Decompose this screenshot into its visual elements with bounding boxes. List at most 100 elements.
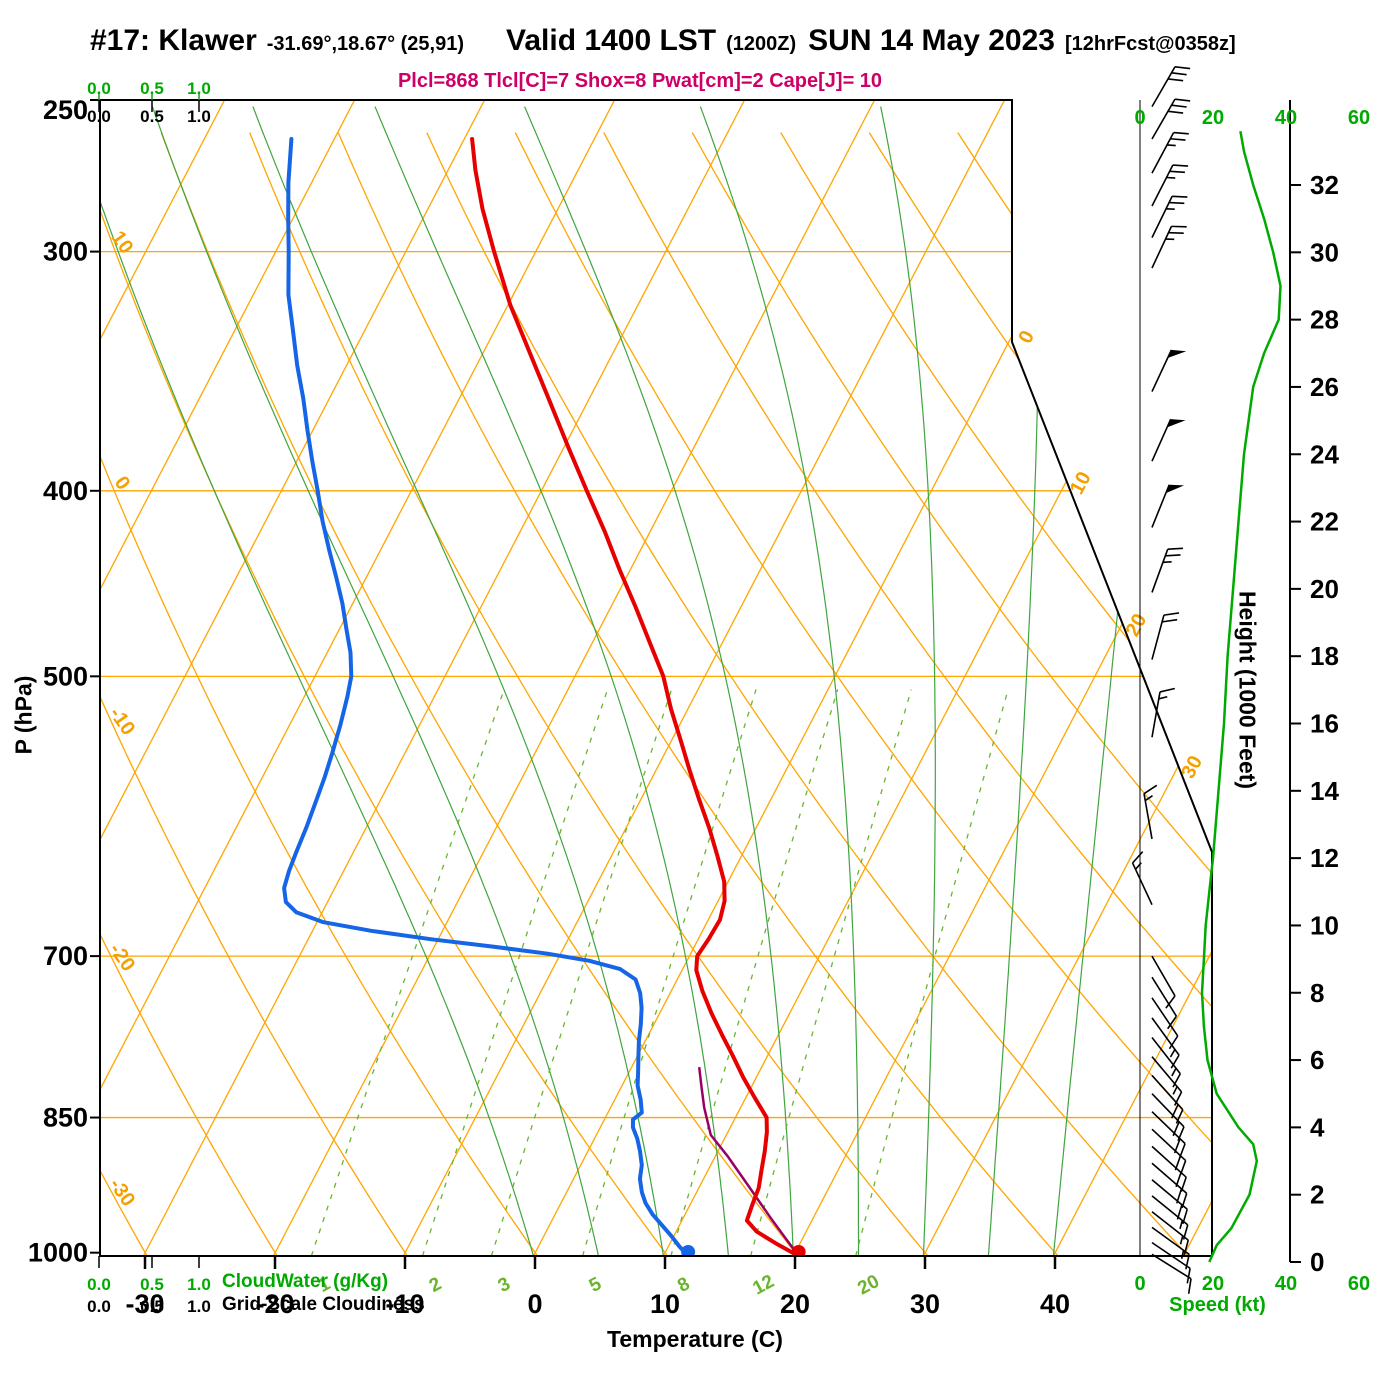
valid-zulu: (1200Z): [726, 33, 797, 55]
cloud-scales: 0.0 0.0 0.0 0.0 0.5 0.5 0.5 0.5 1.0 1.0 1.0 1.0: [87, 79, 211, 1316]
height-tick-label: 2: [1310, 1180, 1324, 1210]
isotherm-line: [402, 100, 1006, 1256]
temperature-axis-title: Temperature (C): [607, 1326, 783, 1352]
wind-barb: [1131, 851, 1153, 906]
wind-barb: [1151, 98, 1191, 140]
dry-adiabat-line: [691, 132, 1212, 1256]
wind-barb: [1151, 164, 1189, 207]
station-title: #17: Klawer: [90, 24, 257, 57]
temperature-tick-label: 30: [910, 1289, 940, 1319]
cloudiness-scale-tick: 1.0: [187, 107, 211, 126]
dry-adiabat-line: [514, 132, 1212, 1256]
moist-adiabat-line: [100, 106, 534, 1256]
dewpoint-curve: [282, 137, 691, 1256]
pressure-tick-label: 400: [43, 476, 88, 506]
moist-adiabat-line: [880, 106, 936, 1256]
forecast-tag: [12hrFcst@0358z]: [1064, 33, 1236, 55]
wind-barb: [1151, 1074, 1184, 1124]
parcel-curve: [697, 1066, 800, 1256]
dry-adiabat-line: [780, 132, 1212, 1256]
mixing-ratio-line: [581, 689, 757, 1256]
cloudwater-scale-tick: 0.0: [87, 79, 111, 98]
isotherm-line: [142, 100, 746, 1256]
pressure-tick-label: 250: [43, 95, 88, 125]
speed-tick-bottom: 60: [1348, 1273, 1370, 1295]
temperature-curve: [470, 137, 801, 1256]
height-tick-label: 0: [1310, 1247, 1324, 1277]
station-coords: -31.69°,18.67° (25,91): [266, 33, 465, 55]
wind-barb: [1151, 1037, 1182, 1088]
mixing-ratio-label: 5: [586, 1273, 606, 1297]
wind-barbs: [1131, 65, 1192, 1294]
wind-barb: [1151, 1017, 1180, 1069]
temperature-tick-label: -20: [255, 1289, 294, 1319]
mixing-ratio-line: [749, 689, 912, 1256]
speed-tick-top: 40: [1275, 107, 1297, 129]
wind-barb: [1151, 1128, 1187, 1176]
dry-adiabat-label: -10: [105, 703, 140, 739]
temperature-tick-label: -30: [125, 1289, 164, 1319]
speed-tick-bottom: 40: [1275, 1273, 1297, 1295]
height-tick-label: 6: [1310, 1045, 1324, 1075]
isotherm-line: [100, 100, 616, 1256]
dry-adiabat-line: [868, 132, 1212, 1256]
dry-adiabat-line: [426, 132, 1189, 1256]
height-tick-label: 32: [1310, 170, 1339, 200]
speed-tick-bottom: 20: [1202, 1273, 1224, 1295]
speed-tick-top: 60: [1348, 107, 1370, 129]
wind-barb: [1151, 547, 1183, 593]
speed-tick-bottom: 0: [1134, 1273, 1145, 1295]
cloudiness-scale-tick-bottom: 1.0: [187, 1297, 211, 1316]
mixing-ratio-label: 2: [426, 1273, 445, 1297]
valid-time: Valid 1400 LST: [506, 24, 717, 57]
height-axis-title: Height (1000 Feet): [1234, 590, 1261, 790]
wind-barb: [1151, 1253, 1192, 1294]
isotherm-line: [100, 100, 356, 1256]
height-tick-label: 8: [1310, 978, 1324, 1008]
mixing-ratio-line: [490, 689, 673, 1256]
wind-barb: [1143, 784, 1158, 840]
sounding-indices: Plcl=868 Tlcl[C]=7 Shox=8 Pwat[cm]=2 Cap…: [397, 70, 883, 92]
dry-adiabat-line: [337, 132, 1059, 1256]
mixing-ratio-line: [310, 689, 505, 1256]
speed-axis-label: Speed (kt): [1169, 1294, 1266, 1316]
dry-adiabat-line: [100, 132, 278, 1256]
isotherm-line: [1313, 100, 1400, 1256]
mixing-ratio-label: 12: [749, 1271, 778, 1299]
moist-adiabat-line: [524, 106, 794, 1256]
wind-barb: [1151, 1056, 1183, 1106]
height-tick-label: 30: [1310, 237, 1339, 267]
moist-adiabat-line: [151, 106, 599, 1256]
height-tick-label: 24: [1310, 439, 1339, 469]
plot-border: [99, 99, 1213, 1257]
height-tick-label: 14: [1310, 776, 1339, 806]
dry-adiabat-line: [100, 132, 408, 1256]
dry-adiabat-line: [603, 132, 1212, 1256]
isotherm-line: [792, 100, 1212, 1256]
moist-adiabat-line: [374, 106, 729, 1256]
isotherm-line: [272, 100, 876, 1256]
mixing-ratio-line: [670, 689, 839, 1256]
cloudiness-scale-tick: 0.0: [87, 107, 111, 126]
temperature-tick-label: 40: [1040, 1289, 1070, 1319]
height-tick-label: 28: [1310, 305, 1339, 335]
isotherm-label: 30: [1177, 752, 1207, 782]
pressure-tick-label: 1000: [28, 1238, 88, 1268]
height-tick-label: 4: [1310, 1112, 1325, 1142]
isotherm-line: [1182, 100, 1212, 1256]
mixing-ratio-line: [421, 689, 609, 1256]
wind-barb: [1151, 195, 1188, 238]
isotherm-label: 20: [1122, 610, 1152, 640]
speed-tick-top: 0: [1134, 107, 1145, 129]
dry-adiabat-line: [100, 132, 669, 1256]
temperature-tick-label: 10: [650, 1289, 680, 1319]
mixing-ratio-label: 20: [854, 1271, 883, 1299]
wind-barb: [1151, 131, 1189, 174]
sounding-curves: [282, 137, 806, 1256]
dry-adiabat-line: [100, 132, 539, 1256]
wind-barb: [1151, 1111, 1186, 1159]
